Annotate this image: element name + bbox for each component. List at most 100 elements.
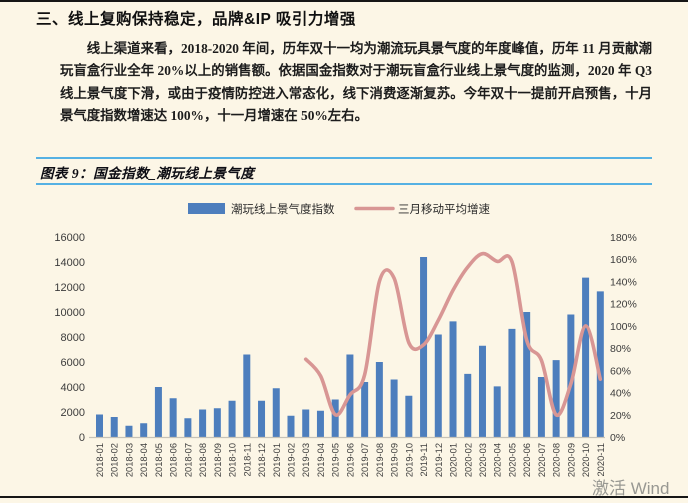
right-axis-tick: 100% xyxy=(610,321,637,333)
right-axis-tick: 20% xyxy=(610,410,631,422)
x-axis-label-2020-04: 2020-04 xyxy=(493,443,503,477)
legend-bar-swatch xyxy=(188,203,225,214)
index-bar-2018-10 xyxy=(228,400,236,437)
page-bottom-edge xyxy=(0,495,688,498)
right-axis-tick: 140% xyxy=(610,276,637,288)
right-axis-tick: 80% xyxy=(610,343,631,355)
left-axis-tick: 10000 xyxy=(54,307,85,319)
x-axis-label-2019-09: 2019-09 xyxy=(390,443,400,477)
index-bar-2020-06 xyxy=(523,312,531,437)
index-bar-2020-11 xyxy=(596,291,604,437)
section-heading: 三、线上复购保持稳定，品牌&IP 吸引力增强 xyxy=(36,11,356,28)
x-axis-label-2019-06: 2019-06 xyxy=(345,443,355,477)
x-axis-label-2020-01: 2020-01 xyxy=(449,443,459,477)
left-axis-tick: 4000 xyxy=(61,382,85,394)
index-bar-2020-05 xyxy=(508,328,516,437)
x-axis-label-2018-09: 2018-09 xyxy=(213,443,223,477)
x-axis-label-2018-12: 2018-12 xyxy=(257,443,267,477)
right-axis-tick: 180% xyxy=(610,232,637,244)
index-bar-2020-02 xyxy=(464,373,472,437)
index-bar-2018-03 xyxy=(125,425,133,437)
index-bar-2019-03 xyxy=(302,409,310,437)
index-bar-2019-02 xyxy=(287,415,295,437)
right-axis-tick: 120% xyxy=(610,299,637,311)
x-axis-label-2019-01: 2019-01 xyxy=(272,443,282,477)
x-axis-label-2019-04: 2019-04 xyxy=(316,443,326,477)
x-axis-label-2018-02: 2018-02 xyxy=(110,443,120,477)
x-axis-label-2018-08: 2018-08 xyxy=(198,443,208,477)
left-axis-tick: 0 xyxy=(79,432,85,444)
x-axis-label-2018-10: 2018-10 xyxy=(228,443,238,477)
x-axis-label-2020-11: 2020-11 xyxy=(596,443,606,476)
index-bar-2020-09 xyxy=(567,314,575,437)
x-axis-label-2018-05: 2018-05 xyxy=(154,443,164,477)
x-axis-label-2020-03: 2020-03 xyxy=(478,443,488,477)
x-axis-label-2019-11: 2019-11 xyxy=(419,443,429,476)
x-axis-label-2019-07: 2019-07 xyxy=(360,443,370,477)
x-axis-label-2020-05: 2020-05 xyxy=(507,443,517,477)
right-axis-tick: 60% xyxy=(610,365,631,377)
index-bar-2020-03 xyxy=(478,345,486,437)
index-bar-2020-10 xyxy=(582,277,590,437)
index-bar-2019-08 xyxy=(375,362,383,437)
figure-title: 图表 9：国金指数_潮玩线上景气度 xyxy=(40,166,255,181)
left-axis-tick: 12000 xyxy=(54,282,85,294)
x-axis-label-2018-06: 2018-06 xyxy=(169,443,179,477)
index-bar-2018-11 xyxy=(243,354,251,437)
index-bar-2019-09 xyxy=(390,379,398,437)
activation-watermark: 激活 Wind xyxy=(592,479,670,498)
left-axis-tick: 6000 xyxy=(61,357,85,369)
figure-title-bar: 图表 9：国金指数_潮玩线上景气度 xyxy=(36,157,652,185)
x-axis-label-2020-02: 2020-02 xyxy=(463,443,473,477)
x-axis-label-2020-09: 2020-09 xyxy=(566,443,576,477)
body-paragraph: 线上渠道来看，2018-2020 年间，历年双十一均为潮流玩具景气度的年度峰值，… xyxy=(60,41,652,124)
left-axis-tick: 16000 xyxy=(54,232,85,244)
x-axis-label-2018-11: 2018-11 xyxy=(242,443,252,476)
index-bar-2019-04 xyxy=(316,410,324,437)
index-bar-2018-07 xyxy=(184,418,192,437)
x-axis-label-2018-01: 2018-01 xyxy=(95,443,105,477)
x-axis-label-2020-07: 2020-07 xyxy=(537,443,547,477)
growth-line xyxy=(303,251,603,417)
x-axis-label-2019-03: 2019-03 xyxy=(301,443,311,477)
x-axis-label-2019-12: 2019-12 xyxy=(434,443,444,477)
x-axis-label-2020-10: 2020-10 xyxy=(581,443,591,477)
x-axis-label-2020-08: 2020-08 xyxy=(552,443,562,477)
x-axis-label-2019-08: 2019-08 xyxy=(375,443,385,477)
right-axis-tick: 160% xyxy=(610,254,637,266)
index-bar-2020-07 xyxy=(537,377,545,437)
index-bar-2019-05 xyxy=(331,399,339,437)
index-bar-2019-10 xyxy=(405,395,413,437)
index-bar-2019-01 xyxy=(272,388,280,437)
right-axis-tick: 40% xyxy=(610,388,631,400)
x-axis-label-2019-02: 2019-02 xyxy=(286,443,296,477)
x-axis-label-2020-06: 2020-06 xyxy=(522,443,532,477)
chart-svg: 潮玩线上景气度指数 三月移动平均增速 0 2000 4000 6000 8000 10000 1… xyxy=(54,202,637,477)
index-bar-2018-06 xyxy=(169,398,177,437)
right-axis-tick: 0% xyxy=(610,432,625,444)
x-axis-label-2018-07: 2018-07 xyxy=(183,443,193,477)
left-axis-tick: 8000 xyxy=(61,332,85,344)
index-bar-2018-04 xyxy=(140,423,148,437)
x-axis-label-2019-10: 2019-10 xyxy=(404,443,414,477)
x-axis-label-2018-03: 2018-03 xyxy=(124,443,134,477)
index-bar-2018-01 xyxy=(96,414,103,437)
page-top-edge xyxy=(0,0,688,2)
legend-line-label: 三月移动平均增速 xyxy=(398,202,490,216)
index-bar-2020-01 xyxy=(449,321,457,437)
combo-chart: 潮玩线上景气度指数 三月移动平均增速 0 2000 4000 6000 8000 10000 1… xyxy=(0,186,688,498)
index-bar-2018-12 xyxy=(258,400,266,437)
left-axis-tick: 14000 xyxy=(54,257,85,269)
x-axis-label-2019-05: 2019-05 xyxy=(331,443,341,477)
index-bar-2019-12 xyxy=(434,334,442,437)
index-bar-2020-04 xyxy=(493,386,501,437)
index-bar-2018-09 xyxy=(213,408,221,437)
left-axis-tick: 2000 xyxy=(61,407,85,419)
index-bar-2018-08 xyxy=(199,409,207,437)
legend-bar-label: 潮玩线上景气度指数 xyxy=(231,202,335,216)
index-bar-2018-02 xyxy=(110,417,118,437)
x-axis-label-2018-04: 2018-04 xyxy=(139,443,149,477)
index-bar-2019-07 xyxy=(361,382,369,437)
index-bar-2018-05 xyxy=(154,387,162,437)
